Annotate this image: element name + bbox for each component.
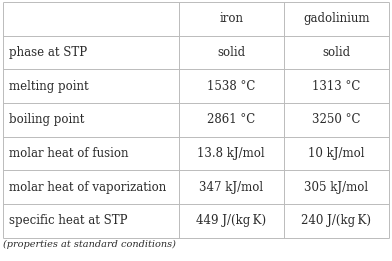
- Text: (properties at standard conditions): (properties at standard conditions): [3, 240, 176, 249]
- Text: solid: solid: [322, 46, 350, 59]
- Text: gadolinium: gadolinium: [303, 13, 370, 25]
- Text: solid: solid: [217, 46, 245, 59]
- Text: boiling point: boiling point: [9, 113, 84, 126]
- Text: 1313 °C: 1313 °C: [312, 80, 360, 93]
- Text: 240 J/(kg K): 240 J/(kg K): [301, 214, 371, 227]
- Text: 13.8 kJ/mol: 13.8 kJ/mol: [197, 147, 265, 160]
- Text: 305 kJ/mol: 305 kJ/mol: [304, 181, 368, 194]
- Text: molar heat of vaporization: molar heat of vaporization: [9, 181, 166, 194]
- Text: molar heat of fusion: molar heat of fusion: [9, 147, 129, 160]
- Text: 10 kJ/mol: 10 kJ/mol: [308, 147, 365, 160]
- Text: 449 J/(kg K): 449 J/(kg K): [196, 214, 266, 227]
- Text: phase at STP: phase at STP: [9, 46, 87, 59]
- Text: 2861 °C: 2861 °C: [207, 113, 255, 126]
- Text: melting point: melting point: [9, 80, 89, 93]
- Text: 1538 °C: 1538 °C: [207, 80, 255, 93]
- Text: iron: iron: [219, 13, 243, 25]
- Text: 3250 °C: 3250 °C: [312, 113, 361, 126]
- Text: 347 kJ/mol: 347 kJ/mol: [199, 181, 263, 194]
- Text: specific heat at STP: specific heat at STP: [9, 214, 127, 227]
